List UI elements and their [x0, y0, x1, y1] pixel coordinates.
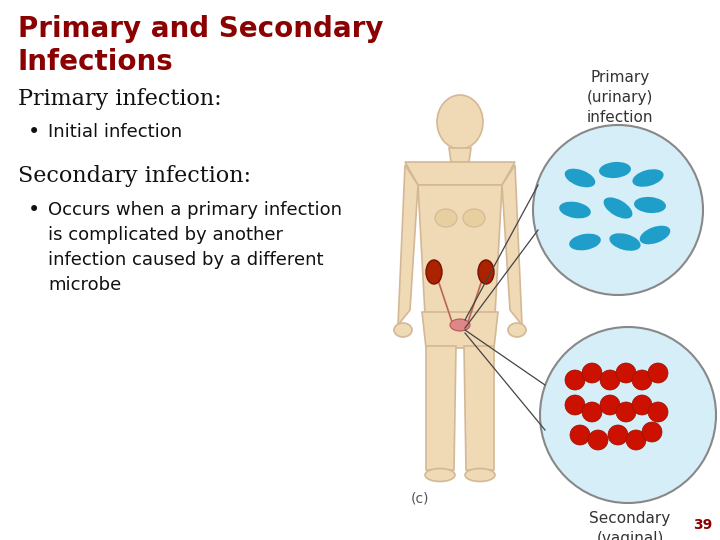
Ellipse shape — [508, 323, 526, 337]
Text: (c): (c) — [410, 492, 429, 506]
Circle shape — [626, 430, 646, 450]
Circle shape — [565, 395, 585, 415]
Circle shape — [588, 430, 608, 450]
Ellipse shape — [564, 168, 595, 187]
Ellipse shape — [450, 319, 470, 331]
Polygon shape — [426, 346, 456, 470]
Ellipse shape — [478, 260, 494, 284]
Circle shape — [565, 370, 585, 390]
Ellipse shape — [425, 469, 455, 482]
Text: Primary infection:: Primary infection: — [18, 88, 222, 110]
Text: Infections: Infections — [18, 48, 174, 76]
Text: •: • — [28, 122, 40, 142]
Ellipse shape — [599, 162, 631, 178]
Circle shape — [608, 425, 628, 445]
Ellipse shape — [465, 469, 495, 482]
Ellipse shape — [559, 201, 591, 218]
Ellipse shape — [609, 233, 641, 251]
Polygon shape — [422, 312, 498, 348]
Circle shape — [600, 370, 620, 390]
Text: •: • — [28, 200, 40, 220]
Polygon shape — [449, 148, 471, 162]
Ellipse shape — [603, 198, 632, 219]
Ellipse shape — [435, 209, 457, 227]
Text: Primary
(urinary)
infection: Primary (urinary) infection — [587, 70, 653, 125]
Polygon shape — [418, 185, 502, 315]
Ellipse shape — [426, 260, 442, 284]
Circle shape — [632, 395, 652, 415]
Ellipse shape — [394, 323, 412, 337]
Circle shape — [648, 363, 668, 383]
Ellipse shape — [437, 95, 483, 149]
Text: Secondary
(vaginal)
infection: Secondary (vaginal) infection — [590, 511, 670, 540]
Circle shape — [616, 402, 636, 422]
Circle shape — [540, 327, 716, 503]
Polygon shape — [464, 346, 494, 470]
Circle shape — [632, 370, 652, 390]
Circle shape — [642, 422, 662, 442]
Circle shape — [533, 125, 703, 295]
Text: 39: 39 — [693, 518, 712, 532]
Ellipse shape — [463, 209, 485, 227]
Text: Secondary infection:: Secondary infection: — [18, 165, 251, 187]
Text: Initial infection: Initial infection — [48, 123, 182, 141]
Ellipse shape — [639, 226, 670, 244]
Ellipse shape — [634, 197, 666, 213]
Circle shape — [648, 402, 668, 422]
Polygon shape — [405, 162, 515, 185]
Polygon shape — [398, 165, 418, 325]
Text: Primary and Secondary: Primary and Secondary — [18, 15, 384, 43]
Circle shape — [582, 363, 602, 383]
Ellipse shape — [570, 234, 600, 251]
Text: Occurs when a primary infection
is complicated by another
infection caused by a : Occurs when a primary infection is compl… — [48, 201, 342, 294]
Polygon shape — [502, 165, 522, 325]
Circle shape — [600, 395, 620, 415]
Circle shape — [616, 363, 636, 383]
Circle shape — [582, 402, 602, 422]
Circle shape — [570, 425, 590, 445]
Ellipse shape — [632, 169, 664, 187]
